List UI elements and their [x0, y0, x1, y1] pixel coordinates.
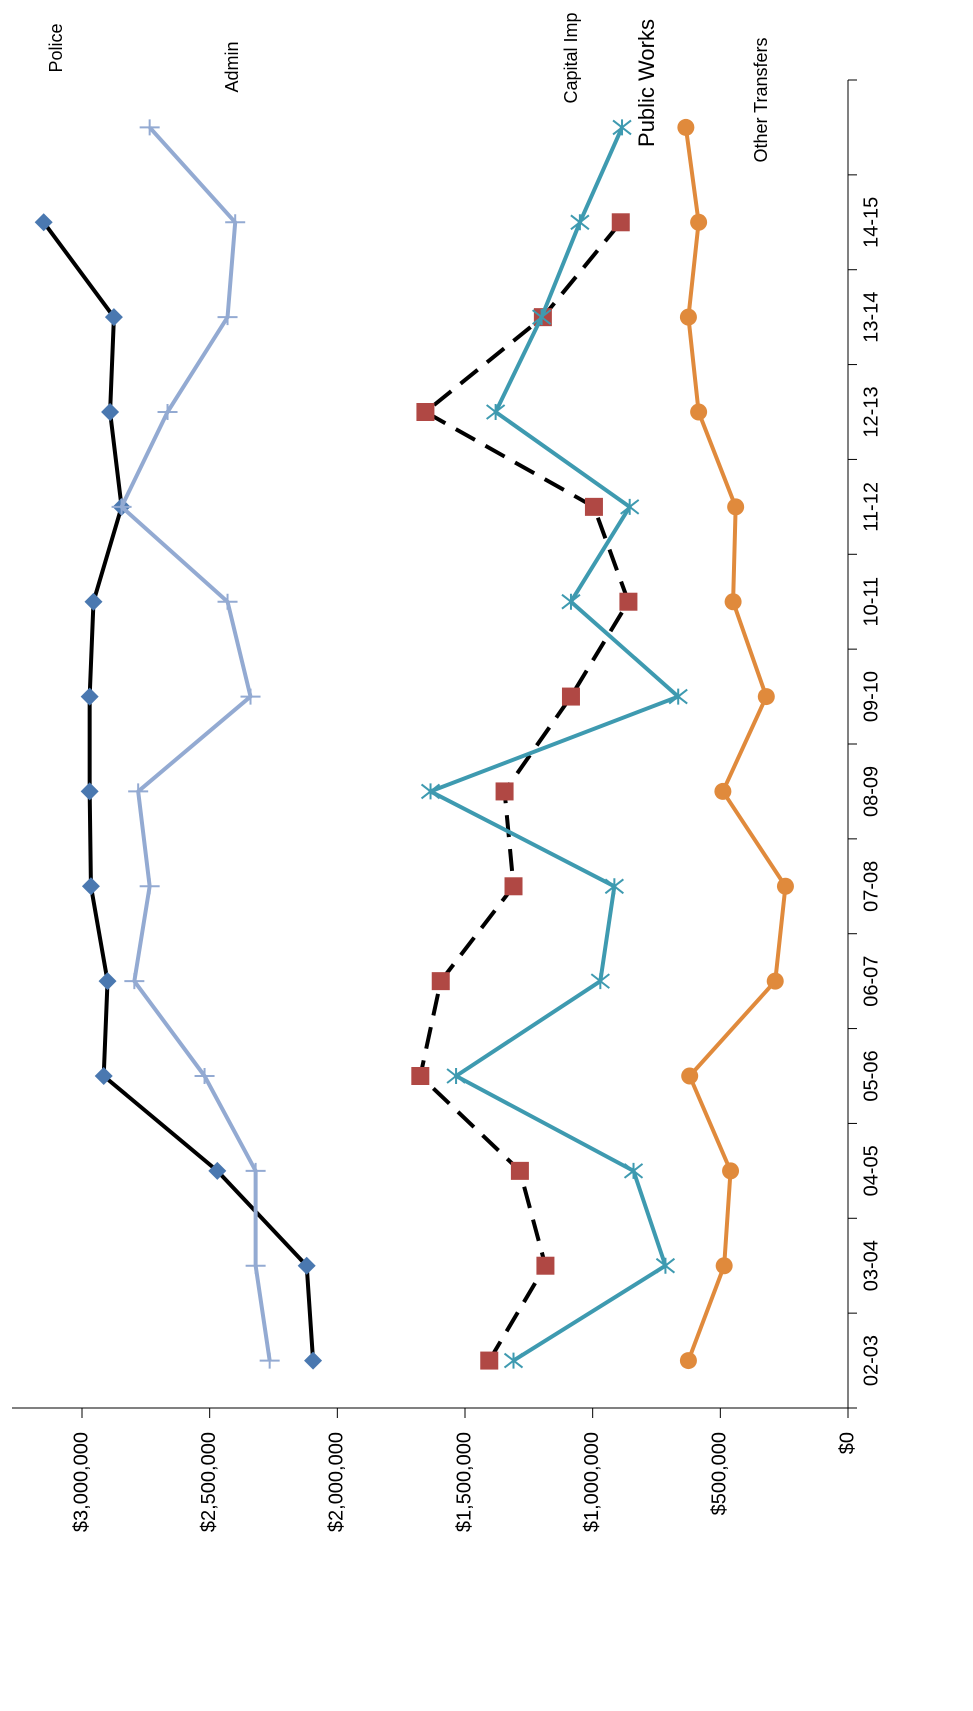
marker: [217, 593, 238, 610]
y-tick-label: $0: [836, 1432, 858, 1454]
marker: [504, 877, 523, 896]
x-tick-label: 14-15: [860, 197, 882, 248]
series-label: Public Works: [634, 19, 659, 147]
marker: [416, 403, 435, 421]
marker: [104, 308, 123, 327]
y-tick-label: $1,000,000: [581, 1432, 603, 1532]
marker: [495, 782, 514, 801]
series-label: Police: [46, 23, 66, 72]
marker: [604, 878, 624, 895]
marker: [480, 1351, 499, 1370]
marker: [714, 782, 732, 800]
x-tick-label: 13-14: [860, 292, 882, 343]
marker: [94, 1067, 113, 1085]
marker: [80, 782, 99, 801]
series-line: [683, 127, 788, 1362]
marker: [668, 688, 688, 705]
x-tick-label: 07-08: [860, 861, 882, 912]
marker: [510, 1161, 529, 1180]
series-line: [119, 126, 272, 1361]
marker: [411, 1067, 430, 1085]
marker: [81, 877, 100, 896]
x-tick-label: 04-05: [860, 1145, 882, 1196]
x-tick-label: 05-06: [860, 1050, 882, 1101]
marker: [304, 1351, 323, 1370]
x-tick-label: 02-03: [860, 1335, 882, 1386]
marker: [570, 214, 590, 231]
marker: [128, 783, 149, 800]
marker: [655, 1257, 676, 1274]
x-tick-label: 10-11: [860, 577, 882, 627]
marker: [677, 118, 695, 136]
marker: [679, 1352, 697, 1370]
marker: [297, 1256, 316, 1275]
marker: [80, 687, 99, 706]
marker: [157, 404, 178, 420]
marker: [536, 1256, 555, 1275]
marker: [612, 119, 632, 136]
marker: [623, 1162, 644, 1179]
marker: [139, 878, 160, 895]
marker: [259, 1352, 280, 1369]
marker: [724, 593, 742, 611]
series-label: Admin: [222, 41, 242, 92]
marker: [446, 1068, 466, 1084]
marker: [690, 213, 708, 231]
marker: [486, 404, 506, 420]
x-tick-label: 03-04: [860, 1240, 882, 1291]
marker: [98, 972, 117, 991]
marker: [420, 783, 441, 800]
y-tick-label: $3,000,000: [70, 1432, 92, 1532]
marker: [619, 592, 638, 611]
marker: [34, 213, 53, 232]
marker: [679, 308, 697, 326]
marker: [715, 1257, 733, 1275]
x-tick-label: 08-09: [860, 766, 882, 817]
marker: [245, 1257, 266, 1274]
marker: [124, 973, 145, 990]
marker: [766, 972, 784, 990]
marker: [727, 498, 745, 516]
marker: [194, 1068, 215, 1084]
marker: [722, 1162, 740, 1180]
marker: [561, 593, 581, 610]
marker: [240, 688, 261, 705]
series-line: [428, 126, 681, 1363]
marker: [225, 214, 246, 231]
marker: [139, 119, 160, 136]
marker: [690, 403, 708, 421]
marker: [217, 309, 238, 326]
marker: [584, 497, 603, 516]
x-tick-label: 09-10: [860, 671, 882, 722]
marker: [531, 309, 552, 326]
series-label: Other Transfers: [751, 37, 771, 162]
y-tick-label: $1,500,000: [453, 1432, 475, 1532]
marker: [611, 213, 630, 232]
x-tick-label: 06-07: [860, 956, 882, 1007]
series-label: Capital Imp: [561, 12, 581, 103]
x-tick-label: 11-12: [860, 482, 882, 532]
marker: [208, 1161, 227, 1180]
marker: [681, 1067, 699, 1085]
marker: [101, 403, 120, 421]
marker: [431, 972, 450, 991]
marker: [776, 877, 794, 895]
marker: [590, 973, 610, 990]
marker: [620, 498, 640, 515]
x-tick-label: 12-13: [860, 386, 882, 437]
marker: [84, 592, 103, 611]
marker: [503, 1352, 524, 1369]
y-tick-label: $2,500,000: [198, 1432, 220, 1532]
marker: [111, 498, 132, 515]
series-line: [418, 221, 631, 1362]
marker: [757, 688, 775, 706]
marker: [245, 1162, 266, 1179]
y-tick-label: $500,000: [709, 1432, 731, 1515]
y-tick-label: $2,000,000: [326, 1432, 348, 1532]
marker: [561, 687, 580, 706]
